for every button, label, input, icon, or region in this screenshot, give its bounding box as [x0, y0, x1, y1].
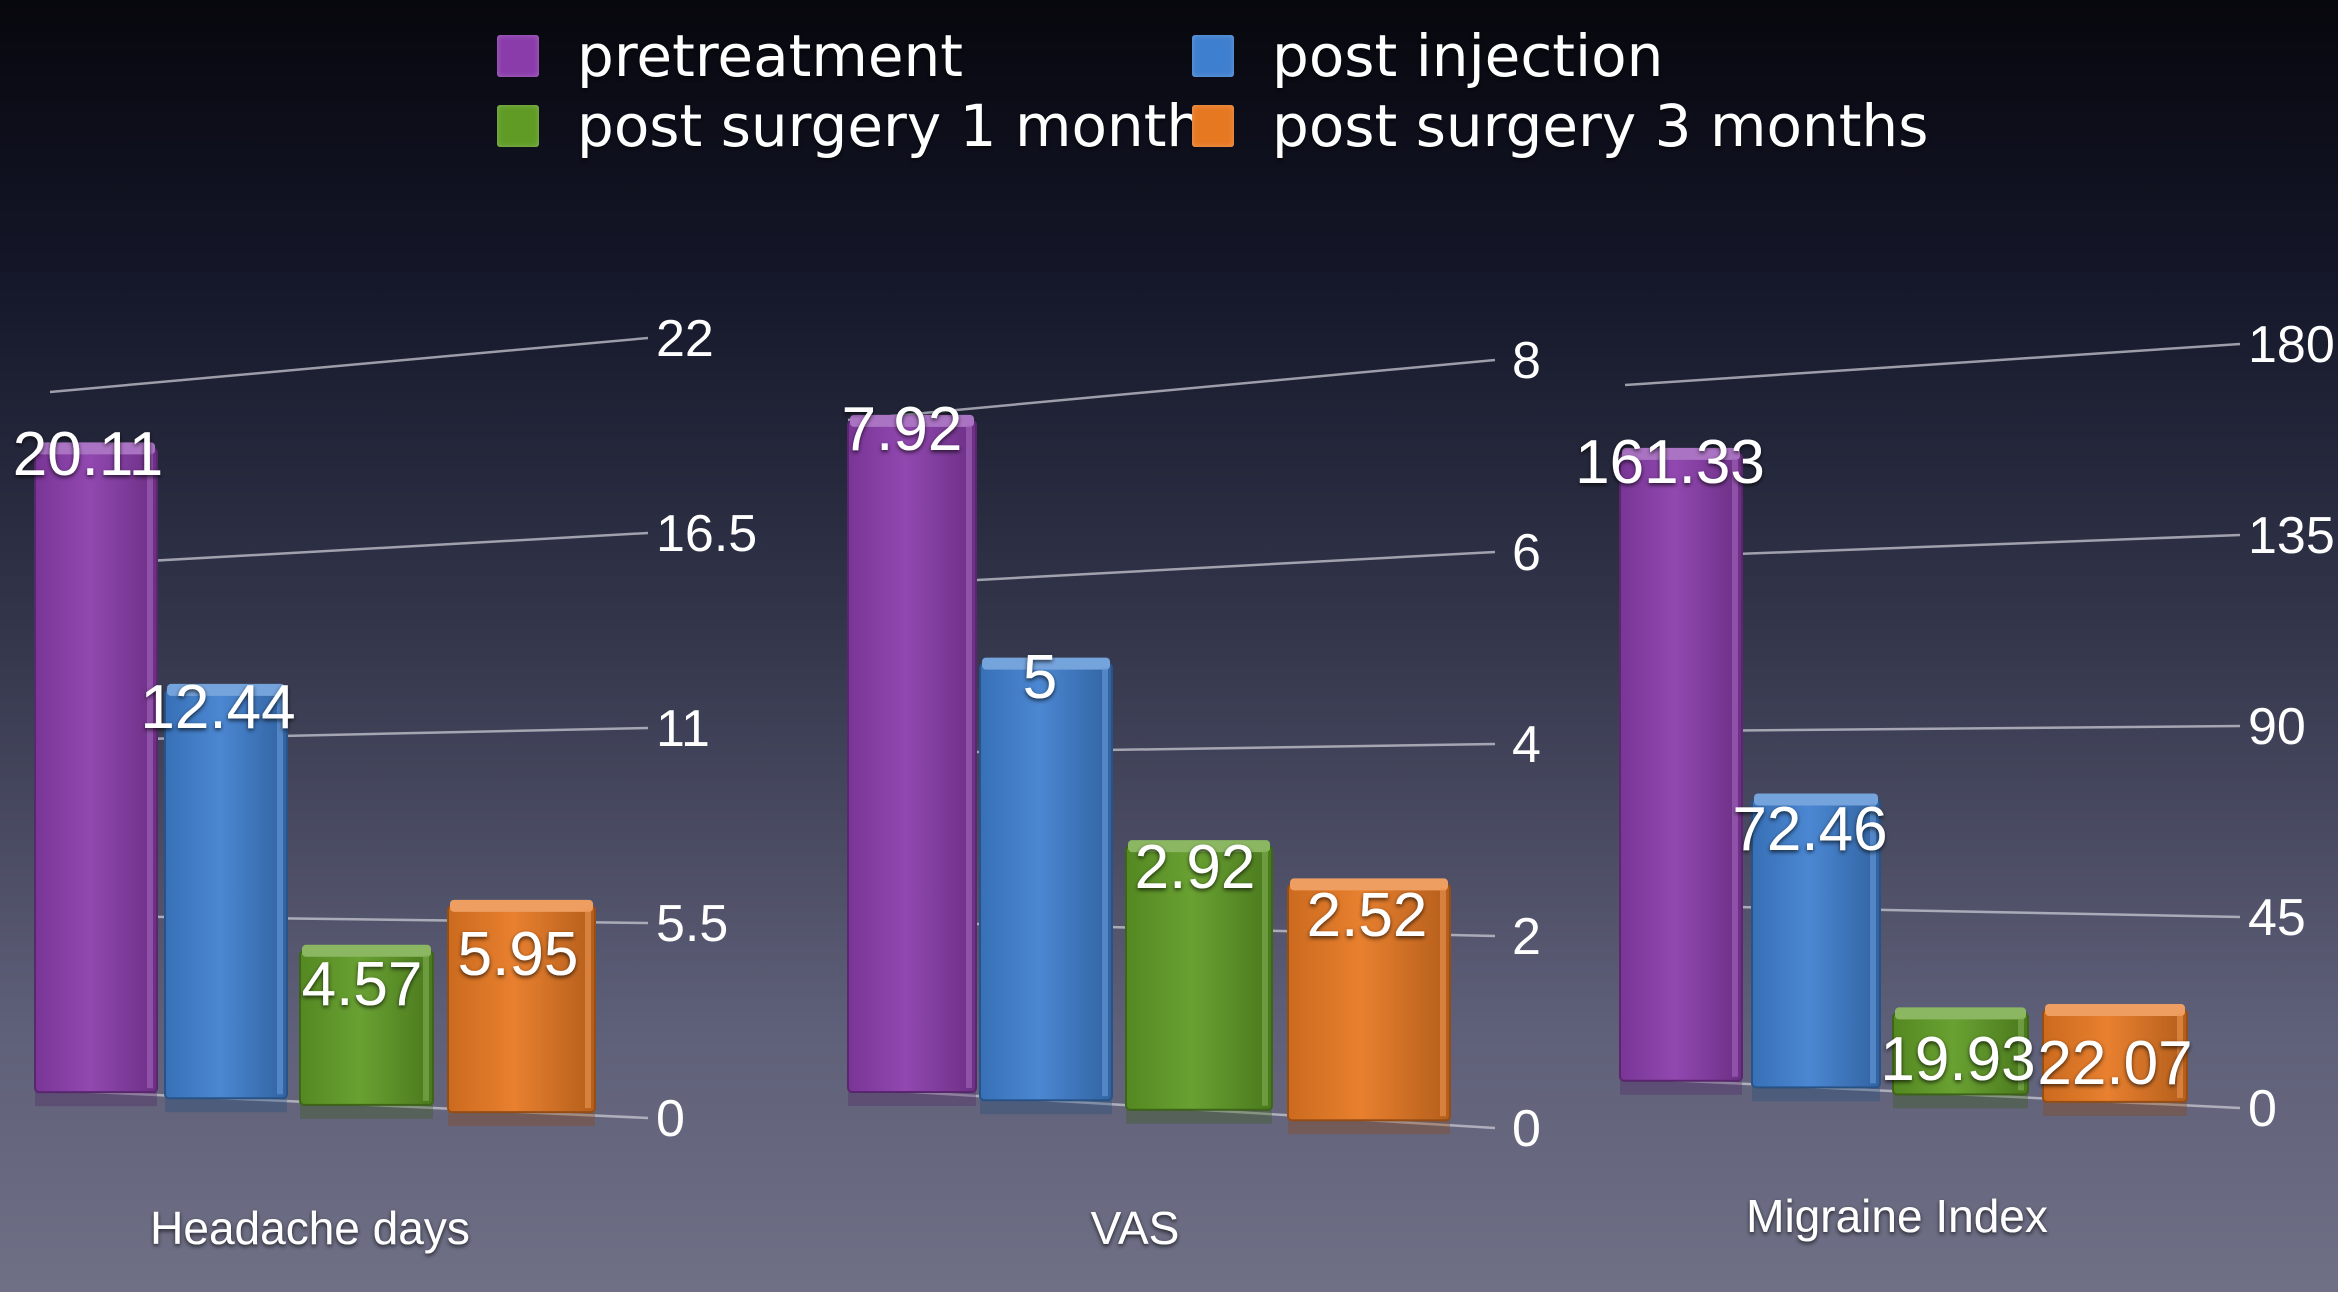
legend-item-post-injection: post injection: [1192, 22, 1663, 90]
data-label: 20.11: [13, 420, 164, 489]
tick-label: 6: [1512, 524, 1541, 582]
bar-post-injection: [1751, 793, 1881, 1102]
legend-item-post-surgery-3-months: post surgery 3 months: [1192, 92, 1928, 160]
tick-label: 16.5: [656, 505, 757, 563]
legend-label: pretreatment: [577, 22, 964, 90]
tick-label: 22: [656, 310, 714, 368]
tick-label: 135: [2248, 507, 2335, 565]
tick-label: 180: [2248, 316, 2335, 374]
tick-label: 0: [1512, 1100, 1541, 1158]
bar-pretreatment: [34, 442, 158, 1107]
chart-2: 0 2 4 6 8 7.92 5 2.92 2.52 VAS: [842, 332, 1541, 1254]
data-label: 72.46: [1732, 795, 1887, 864]
bar-post-surgery-3-months: [1287, 878, 1451, 1135]
category-label: Migraine Index: [1746, 1190, 2048, 1242]
category-label: VAS: [1091, 1202, 1180, 1254]
chart-3: 0 45 90 135 180 161.33 72.46 19.93 22.07 Migraine…: [1575, 316, 2335, 1242]
tick-label: 90: [2248, 698, 2306, 756]
tick-label: 2: [1512, 908, 1541, 966]
data-label: 2.92: [1135, 833, 1256, 902]
legend-swatch-post-surgery-1-month: [497, 105, 539, 147]
legend-label: post surgery 1 month: [577, 92, 1204, 160]
legend: pretreatment post injection post surgery…: [0, 0, 2338, 160]
bar-post-surgery-1-month: [299, 944, 434, 1119]
chart-1: 0 5.5 11 16.5 22 20.11 12.44 4.57 5.95 Headache d…: [13, 310, 758, 1254]
category-label: Headache days: [150, 1202, 470, 1254]
data-label: 22.07: [2037, 1029, 2192, 1098]
tick-label: 45: [2248, 889, 2306, 947]
bar-pretreatment: [1619, 447, 1743, 1095]
tick-label: 4: [1512, 716, 1541, 774]
legend-label: post injection: [1272, 22, 1664, 90]
bar-post-injection: [979, 657, 1113, 1115]
data-label: 19.93: [1880, 1025, 2035, 1094]
data-label: 5: [1023, 643, 1057, 712]
legend-item-post-surgery-1-month: post surgery 1 month: [497, 92, 1203, 160]
legend-item-pretreatment: pretreatment: [497, 22, 963, 90]
legend-swatch-post-injection: [1192, 35, 1234, 77]
bar-post-surgery-3-months: [447, 899, 596, 1127]
tick-label: 5.5: [656, 895, 728, 953]
tick-label: 0: [2248, 1080, 2277, 1138]
tick-label: 8: [1512, 332, 1541, 390]
data-label: 2.52: [1307, 881, 1428, 950]
data-label: 12.44: [140, 673, 295, 742]
bar-post-surgery-1-month: [1125, 840, 1273, 1124]
data-label: 7.92: [842, 395, 963, 464]
tick-label: 0: [656, 1090, 685, 1148]
gridline: [847, 358, 1496, 422]
legend-swatch-pretreatment: [497, 35, 539, 77]
data-label: 5.95: [458, 920, 579, 989]
gridline: [1624, 342, 2241, 387]
bar-post-surgery-3-months: [2042, 1003, 2188, 1116]
legend-swatch-post-surgery-3-months: [1192, 105, 1234, 147]
data-label: 161.33: [1575, 428, 1765, 497]
bar-pretreatment: [847, 414, 977, 1106]
data-label: 4.57: [302, 950, 423, 1019]
bar-post-injection: [164, 683, 288, 1113]
legend-label: post surgery 3 months: [1272, 92, 1929, 160]
bar-post-surgery-1-month: [1892, 1007, 2029, 1109]
tick-label: 11: [656, 700, 710, 758]
gridline: [49, 336, 649, 394]
